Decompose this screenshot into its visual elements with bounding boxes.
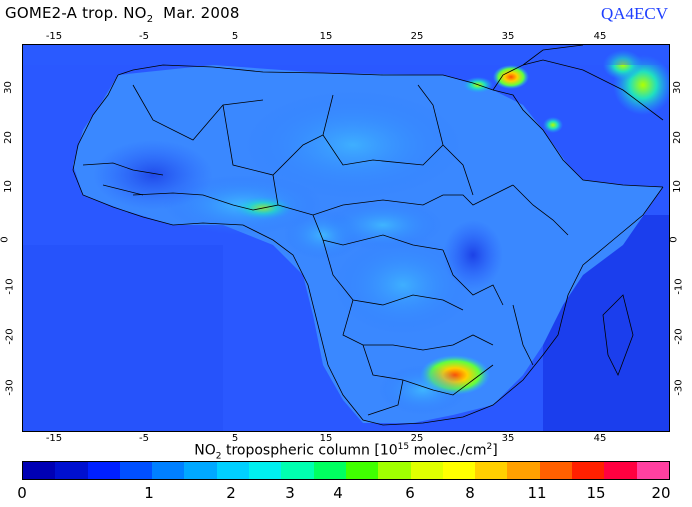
lat-tick-left: 10 (2, 180, 14, 193)
title-date: Mar. 2008 (153, 4, 240, 22)
lat-tick-right: 20 (671, 131, 683, 144)
label-sup: 2 (486, 442, 493, 452)
lat-tick-right: 30 (671, 81, 683, 94)
colorbar-tick-label: 11 (527, 484, 547, 502)
colorbar-swatch (507, 462, 540, 479)
label-sup: 15 (397, 442, 410, 452)
title-text: GOME2-A trop. NO (5, 4, 147, 22)
colorbar-swatch (23, 462, 56, 479)
no2-heatmap (23, 45, 669, 431)
lon-tick-bottom: 25 (410, 433, 424, 444)
map-title: GOME2-A trop. NO2 Mar. 2008 (5, 4, 240, 25)
colorbar-swatch (152, 462, 185, 479)
lon-tick-bottom: 5 (231, 433, 239, 444)
lat-tick-right: -20 (673, 328, 685, 345)
lat-tick-left: 20 (2, 131, 14, 144)
lon-tick-bottom: 45 (593, 433, 607, 444)
colorbar-tick-label: 8 (465, 484, 475, 502)
colorbar-tick-label: 0 (17, 484, 27, 502)
colorbar-swatch (572, 462, 605, 479)
label-text: molec./cm (409, 442, 487, 459)
lon-tick-bottom: 35 (501, 433, 515, 444)
colorbar-swatch (410, 462, 443, 479)
label-text: tropospheric column [10 (221, 442, 398, 459)
lat-tick-left: -20 (4, 328, 16, 345)
lon-tick-top: -5 (139, 31, 149, 42)
colorbar-swatch (216, 462, 250, 479)
lat-tick-left: 0 (0, 236, 11, 243)
lat-tick-left: -30 (4, 379, 16, 396)
colorbar-swatch (636, 462, 669, 479)
lat-tick-right: 0 (668, 236, 680, 243)
lon-tick-bottom: 15 (319, 433, 333, 444)
lon-tick-bottom: -5 (139, 433, 149, 444)
label-sub: 2 (215, 451, 222, 462)
colorbar-swatch (87, 462, 120, 479)
colorbar-tick-label: 4 (333, 484, 343, 502)
lon-tick-bottom: -15 (45, 433, 63, 444)
colorbar-tick-label: 20 (651, 484, 671, 502)
colorbar-swatch (249, 462, 282, 479)
colorbar-swatch (539, 462, 573, 479)
colorbar-swatch (475, 462, 508, 479)
colorbar-swatch (442, 462, 476, 479)
colorbar-swatch (604, 462, 637, 479)
title-subscript: 2 (146, 14, 154, 25)
colorbar-swatch (378, 462, 411, 479)
colorbar-swatch (345, 462, 379, 479)
lon-tick-top: 5 (231, 31, 239, 42)
lat-tick-right: -10 (673, 278, 685, 295)
lat-tick-left: -10 (4, 278, 16, 295)
colorbar-swatch (184, 462, 217, 479)
colorbar-tick-label: 3 (285, 484, 295, 502)
lon-tick-top: 25 (410, 31, 424, 42)
lon-tick-top: 35 (501, 31, 515, 42)
lon-tick-top: -15 (45, 31, 63, 42)
lon-tick-top: 15 (319, 31, 333, 42)
map-panel (22, 44, 670, 432)
colorbar (22, 461, 670, 480)
lat-tick-left: 30 (2, 81, 14, 94)
lat-tick-right: 10 (671, 180, 683, 193)
colorbar-swatch (55, 462, 88, 479)
colorbar-swatch (119, 462, 153, 479)
colorbar-tick-label: 15 (586, 484, 606, 502)
colorbar-swatch (313, 462, 346, 479)
label-text: ] (492, 442, 498, 459)
colorbar-tick-label: 6 (405, 484, 415, 502)
brand-label: QA4ECV (600, 4, 668, 23)
colorbar-title: NO2 tropospheric column [1015 molec./cm2… (0, 442, 692, 461)
colorbar-tick-label: 1 (144, 484, 154, 502)
colorbar-swatch (281, 462, 314, 479)
lat-tick-right: -30 (673, 379, 685, 396)
colorbar-tick-label: 2 (226, 484, 236, 502)
lon-tick-top: 45 (593, 31, 607, 42)
label-text: NO (194, 442, 216, 459)
